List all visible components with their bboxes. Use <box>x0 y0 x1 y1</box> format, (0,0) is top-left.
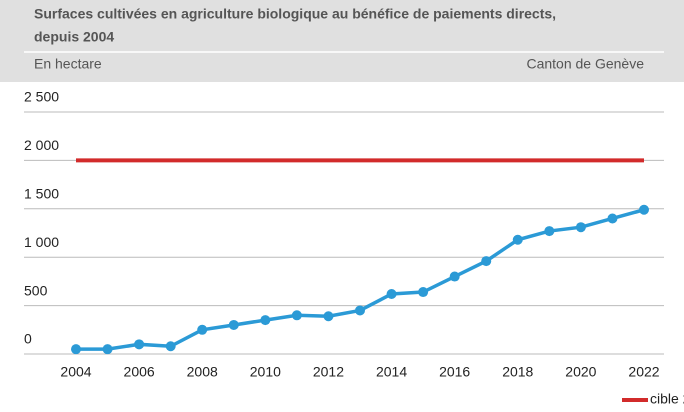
data-point <box>228 319 239 330</box>
x-tick-label: 2012 <box>313 364 344 380</box>
data-point <box>386 288 397 299</box>
data-point <box>481 256 492 267</box>
x-tick-label: 2022 <box>628 364 659 380</box>
x-tick-label: 2008 <box>187 364 218 380</box>
data-point <box>639 204 649 215</box>
data-point <box>575 222 586 233</box>
data-point <box>260 315 271 326</box>
chart-title-line2: depuis 2004 <box>34 29 114 45</box>
data-point <box>291 310 302 321</box>
x-tick-label: 2018 <box>502 364 533 380</box>
data-point <box>449 271 460 282</box>
data-point <box>165 341 176 352</box>
y-tick-label: 2 000 <box>24 137 59 153</box>
y-tick-label: 1 000 <box>24 234 59 250</box>
data-point <box>418 287 429 298</box>
header-box <box>0 0 684 82</box>
x-tick-label: 2014 <box>376 364 407 380</box>
x-tick-label: 2010 <box>250 364 281 380</box>
x-tick-label: 2020 <box>565 364 596 380</box>
data-point <box>544 226 555 237</box>
x-tick-label: 2004 <box>60 364 91 380</box>
y-tick-label: 0 <box>24 331 32 347</box>
data-point <box>71 344 81 355</box>
y-tick-label: 500 <box>24 282 48 298</box>
y-tick-label: 1 500 <box>24 186 59 202</box>
x-tick-label: 2006 <box>124 364 155 380</box>
data-point <box>355 305 365 316</box>
y-tick-label: 2 500 <box>24 89 59 105</box>
data-point <box>197 324 208 335</box>
data-line <box>76 208 645 351</box>
data-point <box>512 234 523 245</box>
region: Canton de Genève <box>526 56 644 72</box>
data-point <box>102 344 113 355</box>
y-unit: En hectare <box>34 56 102 72</box>
legend-label: cible 2030 <box>650 391 684 407</box>
data-point <box>607 213 618 224</box>
chart-title: Surfaces cultivées en agriculture biolog… <box>34 6 556 22</box>
x-tick-label: 2016 <box>439 364 470 380</box>
data-point <box>134 339 145 350</box>
data-point <box>323 311 334 322</box>
